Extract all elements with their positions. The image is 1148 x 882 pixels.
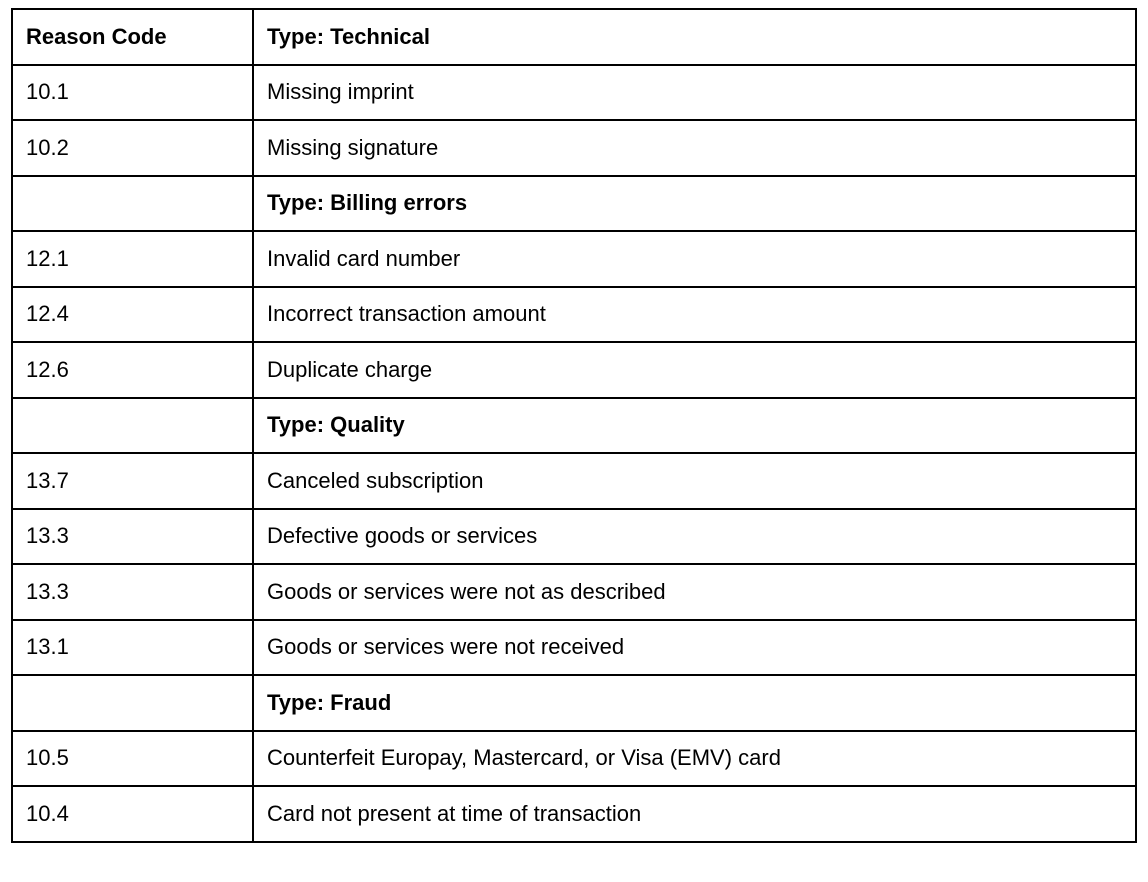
reason-code-cell: 12.1	[11, 230, 254, 288]
table-row: 13.7 Canceled subscription	[11, 452, 1137, 510]
table-row: 10.2 Missing signature	[11, 119, 1137, 177]
reason-code-cell: 12.6	[11, 341, 254, 399]
reason-code-cell	[11, 174, 254, 232]
table-row: 10.4 Card not present at time of transact…	[11, 785, 1137, 843]
reason-code-cell: 13.3	[11, 563, 254, 621]
type-section-row: Type: Quality	[11, 396, 1137, 454]
description-cell: Defective goods or services	[252, 507, 1137, 565]
type-section-row: Type: Fraud	[11, 674, 1137, 732]
type-heading-cell: Type: Quality	[252, 396, 1137, 454]
reason-code-cell: 13.7	[11, 452, 254, 510]
reason-code-cell: 10.1	[11, 63, 254, 121]
type-heading-cell: Type: Fraud	[252, 674, 1137, 732]
table-row: 12.4 Incorrect transaction amount	[11, 285, 1137, 343]
description-cell: Counterfeit Europay, Mastercard, or Visa…	[252, 729, 1137, 787]
description-cell: Missing signature	[252, 119, 1137, 177]
reason-code-table: Reason Code Type: Technical 10.1 Missing …	[11, 8, 1137, 843]
type-heading-cell: Type: Billing errors	[252, 174, 1137, 232]
description-cell: Canceled subscription	[252, 452, 1137, 510]
header-row: Reason Code Type: Technical	[11, 8, 1137, 66]
table-row: 13.1 Goods or services were not received	[11, 618, 1137, 676]
reason-code-cell: 10.5	[11, 729, 254, 787]
table-row: 10.5 Counterfeit Europay, Mastercard, or …	[11, 729, 1137, 787]
table-row: 12.6 Duplicate charge	[11, 341, 1137, 399]
table-row: 12.1 Invalid card number	[11, 230, 1137, 288]
reason-code-cell	[11, 674, 254, 732]
description-cell: Incorrect transaction amount	[252, 285, 1137, 343]
reason-code-cell: 13.1	[11, 618, 254, 676]
table-row: 13.3 Goods or services were not as descri…	[11, 563, 1137, 621]
description-cell: Invalid card number	[252, 230, 1137, 288]
description-cell: Card not present at time of transaction	[252, 785, 1137, 843]
description-cell: Duplicate charge	[252, 341, 1137, 399]
type-section-row: Type: Billing errors	[11, 174, 1137, 232]
reason-code-cell: 12.4	[11, 285, 254, 343]
reason-code-cell: 10.4	[11, 785, 254, 843]
description-cell: Missing imprint	[252, 63, 1137, 121]
table-row: 10.1 Missing imprint	[11, 63, 1137, 121]
description-cell: Goods or services were not received	[252, 618, 1137, 676]
reason-code-cell: 13.3	[11, 507, 254, 565]
description-cell: Goods or services were not as described	[252, 563, 1137, 621]
reason-code-cell: 10.2	[11, 119, 254, 177]
header-type-technical: Type: Technical	[252, 8, 1137, 66]
table-row: 13.3 Defective goods or services	[11, 507, 1137, 565]
header-reason-code: Reason Code	[11, 8, 254, 66]
reason-code-cell	[11, 396, 254, 454]
